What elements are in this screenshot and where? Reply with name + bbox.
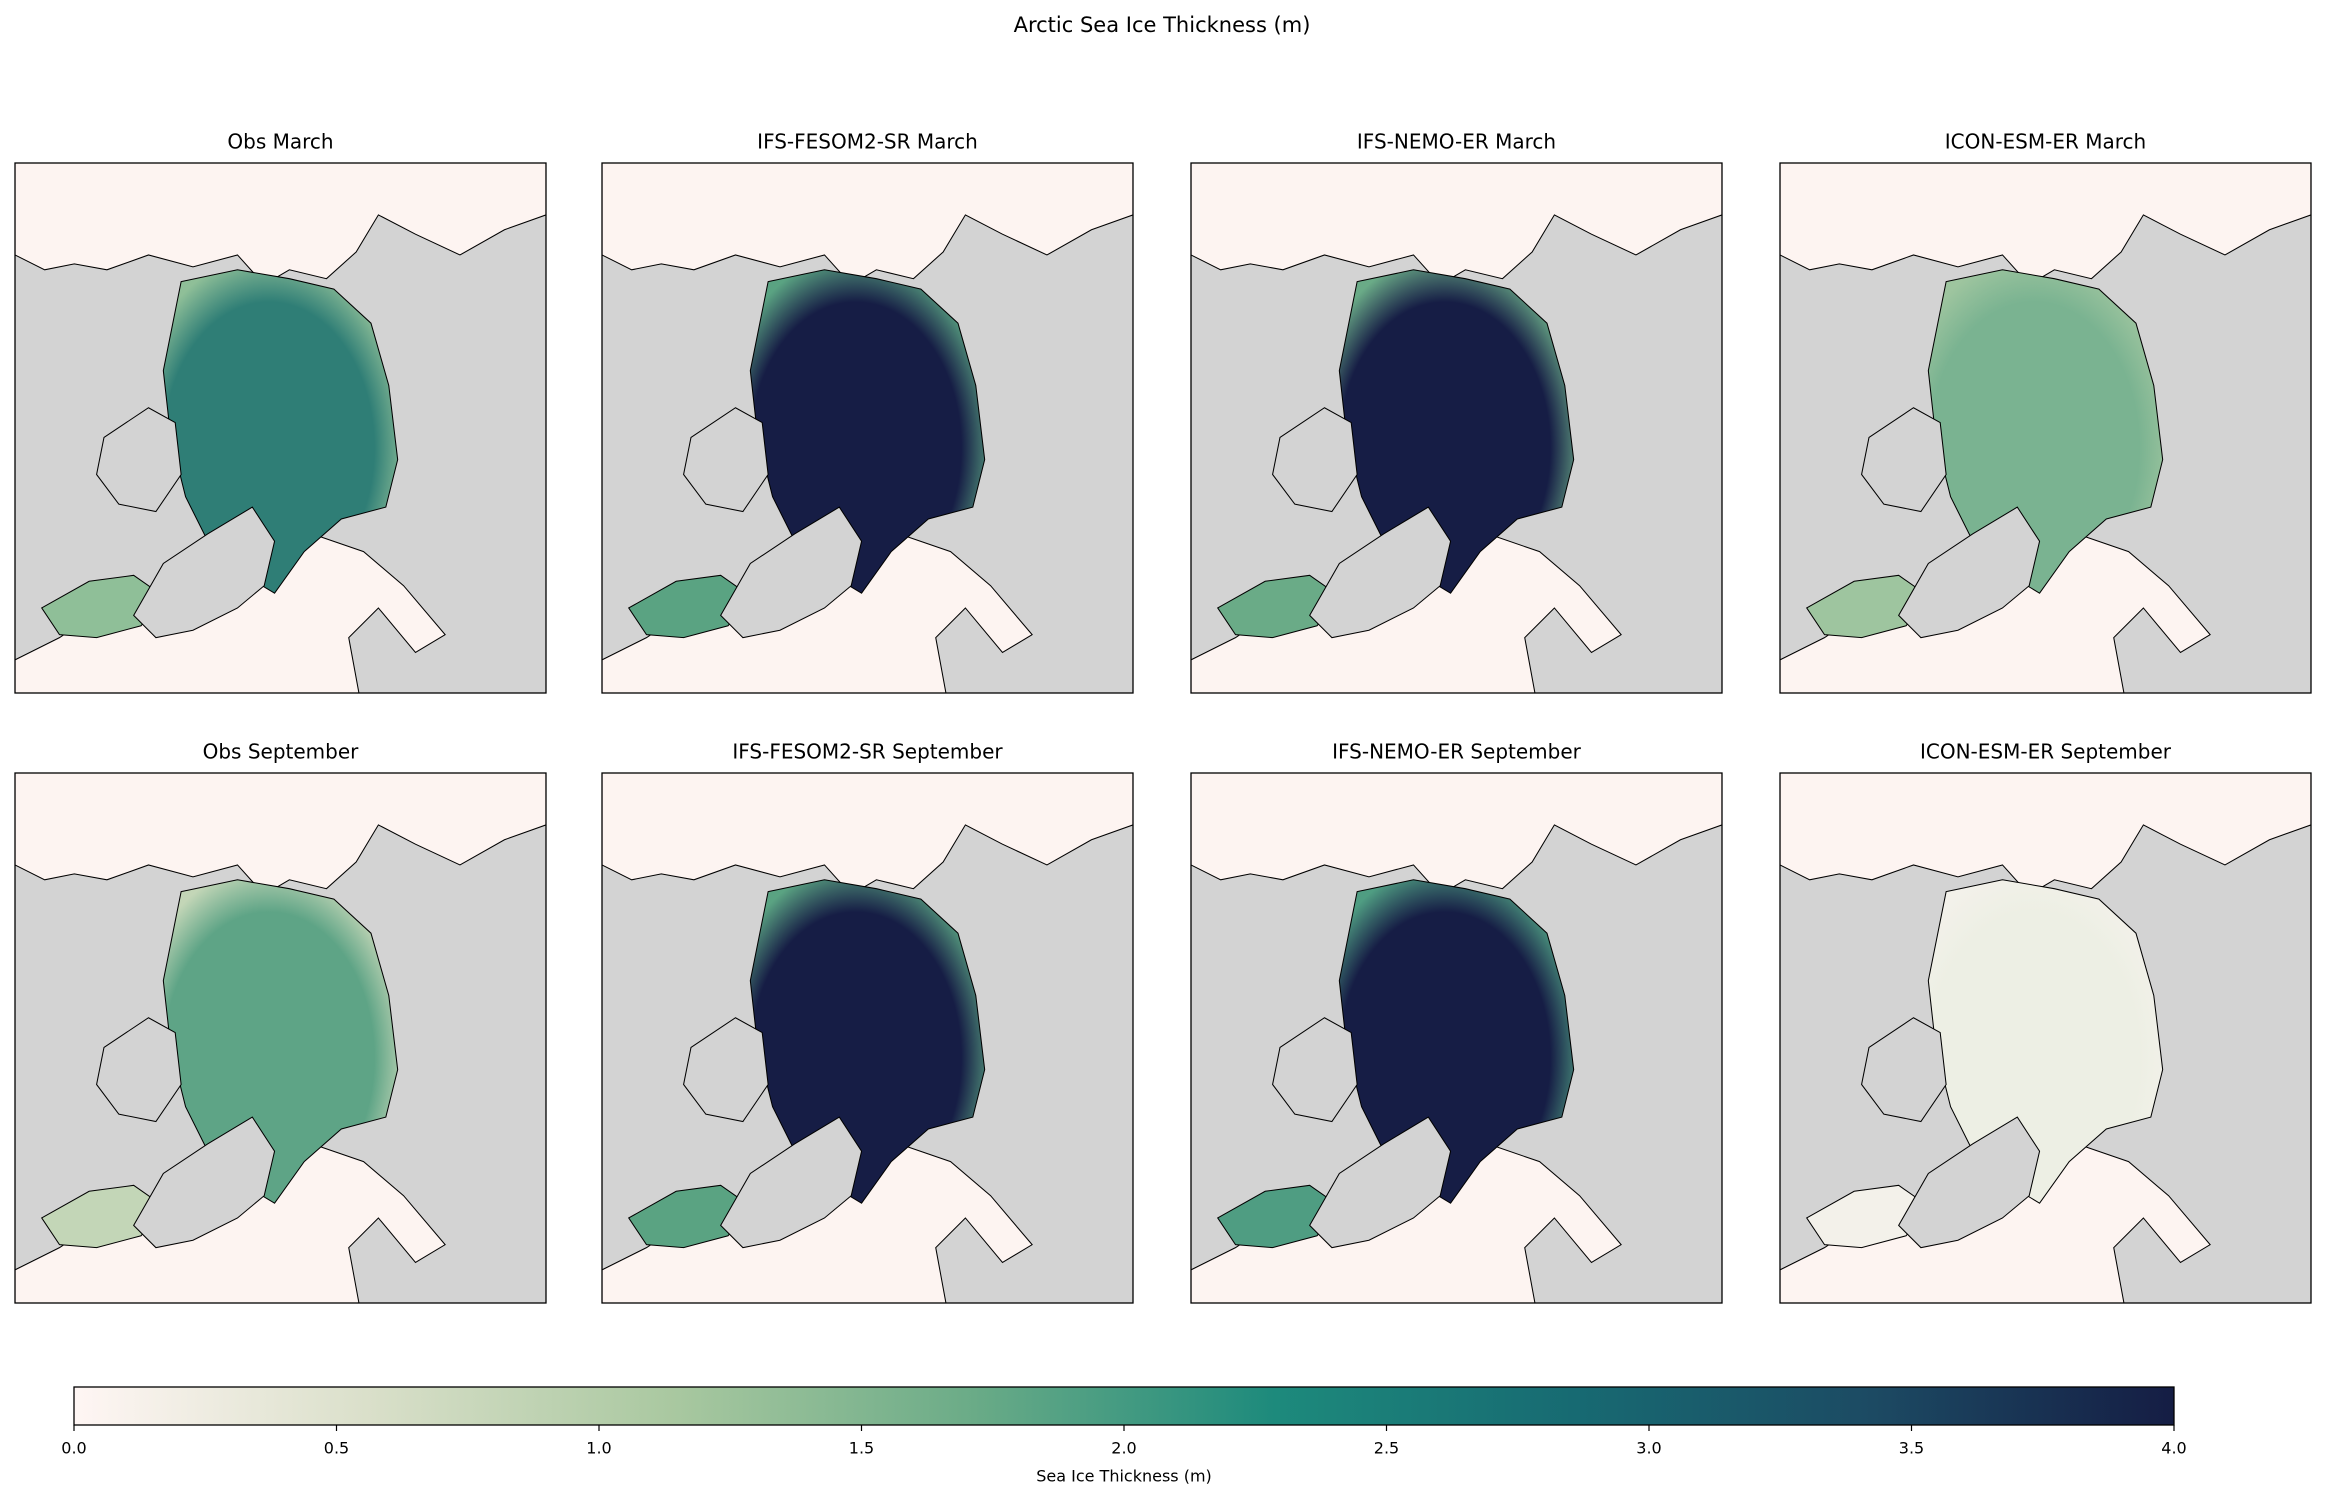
colorbar — [73, 1386, 2175, 1426]
map-content — [15, 163, 546, 693]
ocean — [1191, 773, 1722, 896]
sea-ice — [162, 269, 399, 594]
land — [1898, 506, 2041, 639]
colorbar-tick-label: 0.5 — [324, 1439, 349, 1458]
map-panel — [602, 163, 1133, 693]
colorbar-tick-label: 2.0 — [1111, 1439, 1136, 1458]
map-content — [1191, 163, 1722, 693]
panel-title: ICON-ESM-ER September — [1920, 740, 2172, 764]
ocean — [602, 773, 1133, 896]
colorbar-tick-label: 1.0 — [586, 1439, 611, 1458]
colorbar-tick-label: 1.5 — [849, 1439, 874, 1458]
ocean — [602, 163, 1133, 286]
panel-frame — [1190, 772, 1723, 1304]
map-content — [15, 773, 546, 1303]
land — [1861, 1017, 1947, 1123]
panel-title: IFS-NEMO-ER September — [1332, 740, 1582, 764]
figure-title: Arctic Sea Ice Thickness (m) — [1014, 13, 1311, 37]
sea-ice — [1338, 269, 1575, 594]
panel-title: Obs March — [227, 130, 333, 154]
map-content — [1191, 773, 1722, 1303]
ocean — [1780, 773, 2311, 896]
map-panel — [1780, 163, 2311, 693]
map-panel — [15, 163, 546, 693]
map-panel — [1191, 773, 1722, 1303]
map-panel — [1191, 163, 1722, 693]
land — [1272, 1017, 1358, 1123]
map-panel — [15, 773, 546, 1303]
map-content — [1780, 163, 2311, 693]
panel-frame — [1190, 162, 1723, 694]
land — [1309, 1116, 1452, 1249]
land — [1898, 1116, 2041, 1249]
ocean — [15, 163, 546, 286]
panel-title: Obs September — [203, 740, 360, 764]
land — [683, 407, 769, 513]
colorbar-tick-label: 2.5 — [1374, 1439, 1399, 1458]
land — [1861, 407, 1947, 513]
panel-title: IFS-FESOM2-SR March — [757, 130, 978, 154]
land — [133, 1116, 276, 1249]
map-content — [602, 773, 1133, 1303]
land — [720, 1116, 863, 1249]
land — [96, 407, 182, 513]
sea-ice — [749, 879, 986, 1204]
panel-frame — [1779, 162, 2312, 694]
sea-ice — [1338, 879, 1575, 1204]
map-content — [602, 163, 1133, 693]
panel-title: ICON-ESM-ER March — [1945, 130, 2146, 154]
sea-ice — [162, 879, 399, 1204]
panel-title: IFS-FESOM2-SR September — [732, 740, 1003, 764]
panel-title: IFS-NEMO-ER March — [1357, 130, 1556, 154]
panel-frame — [601, 772, 1134, 1304]
land — [1309, 506, 1452, 639]
sea-ice — [1927, 879, 2164, 1204]
colorbar-tick-label: 3.0 — [1636, 1439, 1661, 1458]
land — [96, 1017, 182, 1123]
map-panel — [602, 773, 1133, 1303]
panel-frame — [14, 162, 547, 694]
panel-frame — [1779, 772, 2312, 1304]
map-content — [1780, 773, 2311, 1303]
ocean — [15, 773, 546, 896]
land — [720, 506, 863, 639]
sea-ice — [749, 269, 986, 594]
colorbar-tick-label: 0.0 — [61, 1439, 86, 1458]
panel-frame — [14, 772, 547, 1304]
colorbar-tick-label: 3.5 — [1899, 1439, 1924, 1458]
map-panel — [1780, 773, 2311, 1303]
land — [133, 506, 276, 639]
colorbar-label: Sea Ice Thickness (m) — [1036, 1467, 1212, 1486]
ocean — [1780, 163, 2311, 286]
sea-ice — [1927, 269, 2164, 594]
colorbar-tick-label: 4.0 — [2161, 1439, 2186, 1458]
ocean — [1191, 163, 1722, 286]
land — [683, 1017, 769, 1123]
land — [1272, 407, 1358, 513]
panel-frame — [601, 162, 1134, 694]
